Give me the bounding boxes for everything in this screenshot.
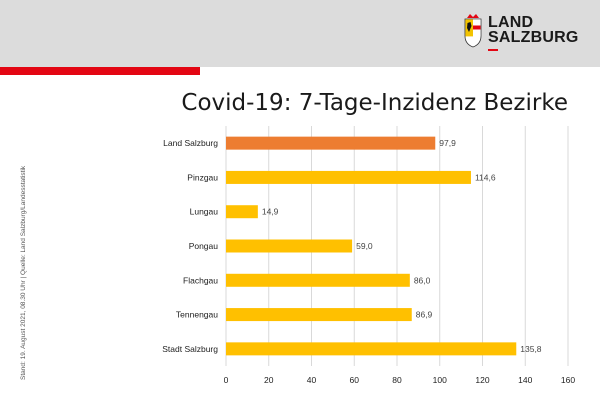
logo-wordmark: LAND SALZBURG [488,14,579,46]
logo-line-1: LAND [488,14,534,31]
x-tick-label: 120 [475,375,489,385]
category-label: Tennengau [176,310,218,320]
value-label: 59,0 [356,241,373,251]
x-tick-label: 100 [433,375,447,385]
header-bar [0,0,600,67]
value-label: 114,6 [475,172,496,182]
bar [226,239,353,253]
land-salzburg-logo: LAND SALZBURG [464,14,584,58]
bar [226,342,517,356]
x-tick-label: 20 [264,375,274,385]
logo-underline [488,49,498,51]
x-tick-label: 40 [307,375,317,385]
bar [226,205,258,219]
x-tick-label: 140 [518,375,532,385]
grid-lines [225,126,569,366]
category-label: Pinzgau [187,172,218,182]
labels: 0 20 40 60 80 100 120 140 160 Land Salzburg 97,9 Pi… [162,138,575,385]
bar [226,136,436,150]
category-label: Stadt Salzburg [162,344,218,354]
bar [226,308,412,322]
logo-line-2: SALZBURG [488,29,579,46]
category-label: Lungau [190,207,219,217]
x-tick-label: 80 [392,375,402,385]
value-label: 86,0 [414,275,431,285]
bars [226,136,517,356]
category-label: Flachgau [183,275,218,285]
accent-bar [0,67,200,75]
value-label: 86,9 [416,310,433,320]
value-label: 97,9 [439,138,456,148]
x-tick-label: 60 [350,375,360,385]
x-tick-label: 160 [561,375,575,385]
bar [226,273,410,287]
category-label: Pongau [189,241,219,251]
coat-of-arms-icon [464,14,482,48]
x-tick-label: 0 [224,375,229,385]
bar [226,170,471,184]
chart-title: Covid-19: 7-Tage-Inzidenz Bezirke [181,90,568,116]
value-label: 14,9 [262,207,279,217]
category-label: Land Salzburg [163,138,218,148]
value-label: 135,8 [520,344,542,354]
